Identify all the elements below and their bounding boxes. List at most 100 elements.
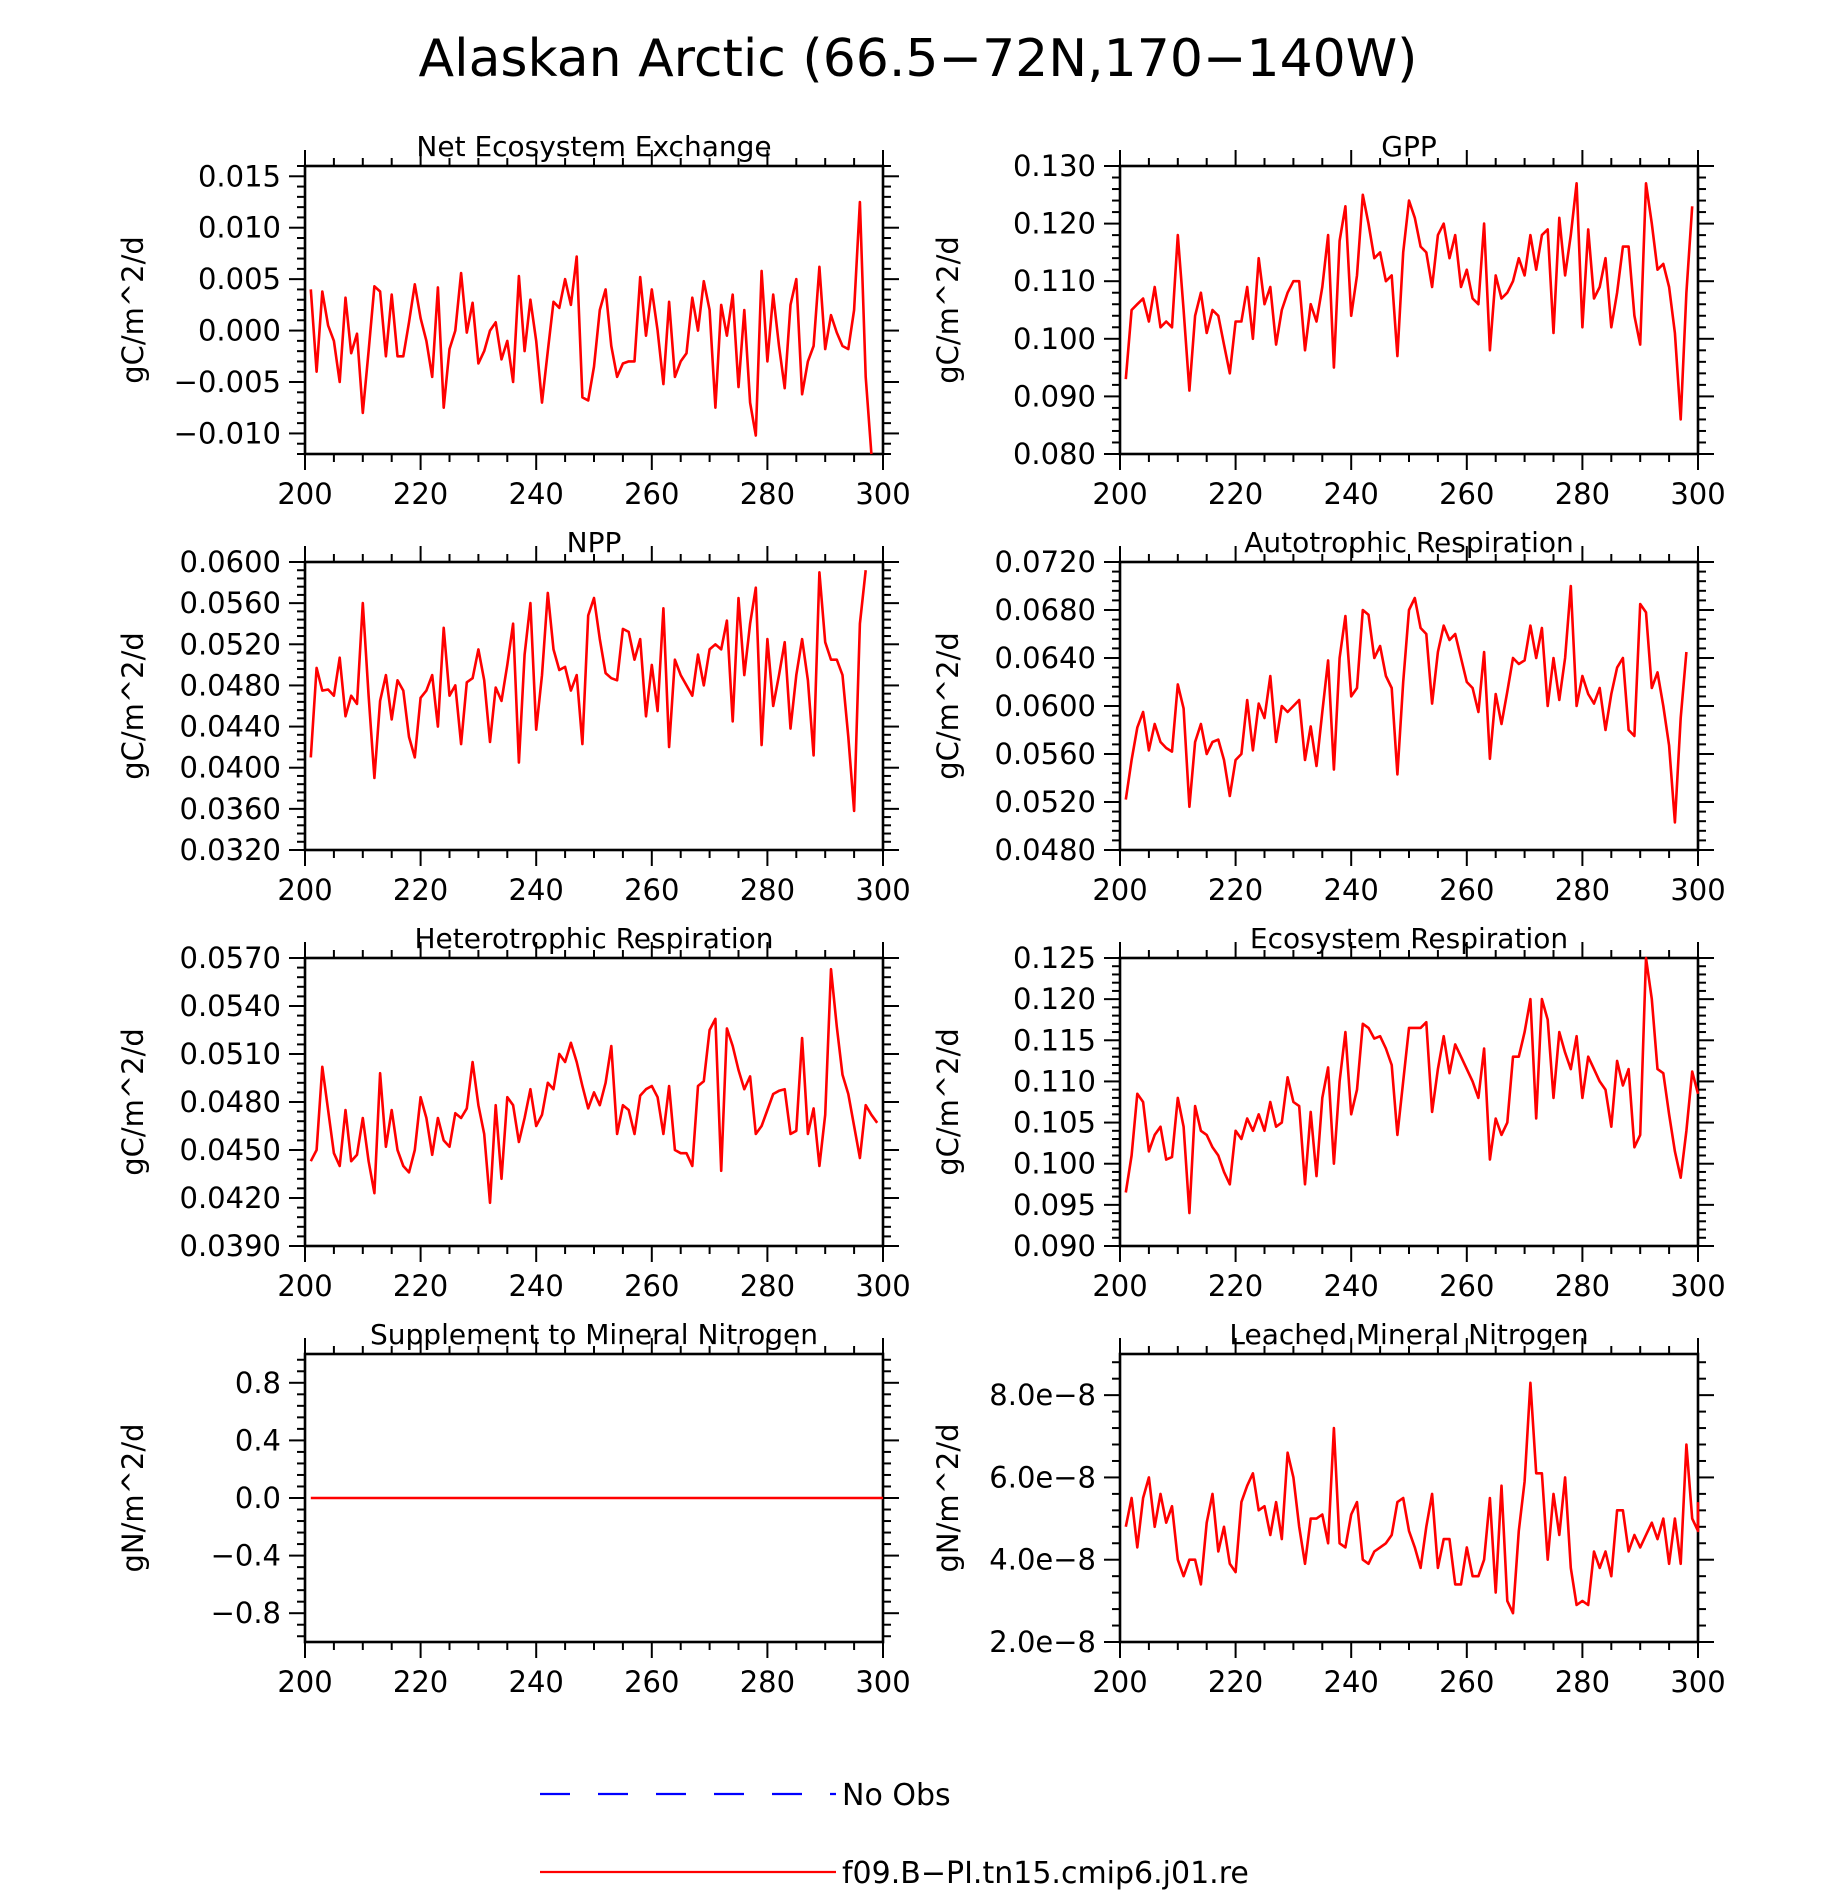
x-tick-label: 260 xyxy=(1439,477,1494,511)
x-tick-label: 300 xyxy=(855,1269,910,1303)
x-tick-label: 200 xyxy=(1092,1665,1147,1699)
x-tick-label: 300 xyxy=(855,873,910,907)
y-tick-label: 0.0360 xyxy=(180,792,281,826)
legend: No Obs f09.B−PI.tn15.cmip6.j01.re xyxy=(540,1778,1249,1891)
y-tick-label: 0.0560 xyxy=(180,586,281,620)
panel-title: Autotrophic Respiration xyxy=(1244,526,1573,559)
x-tick-label: 200 xyxy=(277,873,332,907)
series-line xyxy=(309,200,873,455)
y-tick-label: 0.105 xyxy=(1013,1106,1096,1140)
x-tick-label: 300 xyxy=(855,477,910,511)
x-tick-label: 220 xyxy=(393,1665,448,1699)
y-axis-label: gC/m^2/d xyxy=(931,632,965,780)
x-tick-label: 220 xyxy=(393,477,448,511)
y-tick-label: 0.095 xyxy=(1013,1188,1096,1222)
x-tick-label: 280 xyxy=(1555,477,1610,511)
x-tick-label: 220 xyxy=(393,873,448,907)
y-tick-label: 0.0640 xyxy=(995,641,1096,675)
x-tick-label: 200 xyxy=(277,1269,332,1303)
y-tick-label: 0.0570 xyxy=(180,941,281,975)
x-tick-label: 240 xyxy=(1324,1269,1379,1303)
y-tick-label: 0.0480 xyxy=(995,833,1096,867)
y-axis-label: gN/m^2/d xyxy=(931,1423,965,1572)
series-line xyxy=(1124,182,1694,421)
plot-frame xyxy=(1118,1352,1700,1644)
y-tick-label: 0.0600 xyxy=(995,689,1096,723)
x-tick-label: 220 xyxy=(1208,873,1263,907)
y-axis-label: gN/m^2/d xyxy=(116,1423,150,1572)
y-tick-label: 0.000 xyxy=(198,314,281,348)
panel-leached-mineral-nitrogen: Leached Mineral Nitrogen 200 220 240 260 280 3… xyxy=(931,1318,1726,1699)
x-tick-label: 220 xyxy=(1208,1269,1263,1303)
x-tick-label: 200 xyxy=(1092,1269,1147,1303)
y-tick-label: 0.0540 xyxy=(180,989,281,1023)
panel-npp: NPP 200 220 240 260 280 300 0.0320 0.0360 0.0400 0… xyxy=(116,526,911,907)
x-tick-label: 260 xyxy=(624,477,679,511)
x-tick-label: 280 xyxy=(1555,873,1610,907)
panel-gpp: GPP 200 220 240 260 280 300 0.080 0.090 0.100 0.11… xyxy=(931,130,1726,511)
panel-supplement-to-mineral-nitrogen: Supplement to Mineral Nitrogen 200 220 240 2… xyxy=(116,1318,911,1699)
x-tick-label: 240 xyxy=(509,477,564,511)
y-tick-label: 0.080 xyxy=(1013,437,1096,471)
panel-net-ecosystem-exchange: Net Ecosystem Exchange 200 220 240 260 280 300… xyxy=(116,130,911,511)
figure-title: Alaskan Arctic (66.5−72N,170−140W) xyxy=(419,29,1418,89)
x-tick-label: 240 xyxy=(509,1665,564,1699)
plot-frame xyxy=(1118,560,1700,852)
legend-label-no-obs: No Obs xyxy=(842,1778,951,1813)
panel-title: Supplement to Mineral Nitrogen xyxy=(370,1318,818,1351)
x-tick-label: 280 xyxy=(740,1665,795,1699)
x-tick-label: 240 xyxy=(1324,477,1379,511)
y-tick-label: 0.0680 xyxy=(995,593,1096,627)
x-tick-label: 300 xyxy=(855,1665,910,1699)
y-tick-label: 0.125 xyxy=(1013,941,1096,975)
y-tick-label: 0.0450 xyxy=(180,1133,281,1167)
plot-frame xyxy=(1118,956,1700,1248)
y-tick-label: 0.0480 xyxy=(180,1085,281,1119)
plot-frame xyxy=(303,164,885,456)
panel-heterotrophic-respiration: Heterotrophic Respiration 200 220 240 260 280… xyxy=(116,922,911,1303)
panel-ecosystem-respiration: Ecosystem Respiration 200 220 240 260 280 300 0… xyxy=(931,922,1726,1303)
y-tick-label: 0.0480 xyxy=(180,668,281,702)
y-tick-label: 0.110 xyxy=(1013,1064,1096,1098)
x-tick-label: 300 xyxy=(1670,873,1725,907)
series-line xyxy=(1124,1381,1700,1615)
x-tick-label: 200 xyxy=(1092,477,1147,511)
plot-frame xyxy=(303,956,885,1248)
x-tick-label: 260 xyxy=(1439,873,1494,907)
x-tick-label: 200 xyxy=(1092,873,1147,907)
x-tick-label: 300 xyxy=(1670,1269,1725,1303)
x-tick-label: 280 xyxy=(1555,1269,1610,1303)
legend-label-model: f09.B−PI.tn15.cmip6.j01.re xyxy=(842,1856,1249,1891)
y-tick-label: 2.0e−8 xyxy=(989,1625,1096,1659)
x-tick-label: 200 xyxy=(277,1665,332,1699)
panel-title: Leached Mineral Nitrogen xyxy=(1229,1318,1588,1351)
series-line xyxy=(1124,584,1688,824)
series-line xyxy=(309,967,879,1205)
y-tick-label: 0.100 xyxy=(1013,322,1096,356)
y-tick-label: 0.090 xyxy=(1013,1229,1096,1263)
x-tick-label: 240 xyxy=(509,873,564,907)
y-axis-label: gC/m^2/d xyxy=(116,236,150,384)
y-tick-label: 0.4 xyxy=(235,1423,281,1457)
x-tick-label: 260 xyxy=(1439,1665,1494,1699)
x-tick-label: 260 xyxy=(1439,1269,1494,1303)
x-tick-label: 200 xyxy=(277,477,332,511)
y-tick-label: −0.010 xyxy=(174,416,281,450)
series-line xyxy=(1124,956,1700,1215)
y-tick-label: −0.4 xyxy=(211,1539,281,1573)
y-tick-label: 0.0520 xyxy=(995,785,1096,819)
panel-title: Net Ecosystem Exchange xyxy=(416,130,771,163)
y-tick-label: 0.0390 xyxy=(180,1229,281,1263)
y-tick-label: 0.120 xyxy=(1013,982,1096,1016)
y-tick-label: 0.0320 xyxy=(180,833,281,867)
y-tick-label: 0.0720 xyxy=(995,545,1096,579)
x-tick-label: 220 xyxy=(1208,477,1263,511)
y-tick-label: 0.0400 xyxy=(180,751,281,785)
x-tick-label: 300 xyxy=(1670,477,1725,511)
panel-title: Heterotrophic Respiration xyxy=(415,922,774,955)
x-tick-label: 280 xyxy=(740,873,795,907)
y-tick-label: 0.090 xyxy=(1013,379,1096,413)
y-tick-label: 0.130 xyxy=(1013,149,1096,183)
x-tick-label: 280 xyxy=(1555,1665,1610,1699)
